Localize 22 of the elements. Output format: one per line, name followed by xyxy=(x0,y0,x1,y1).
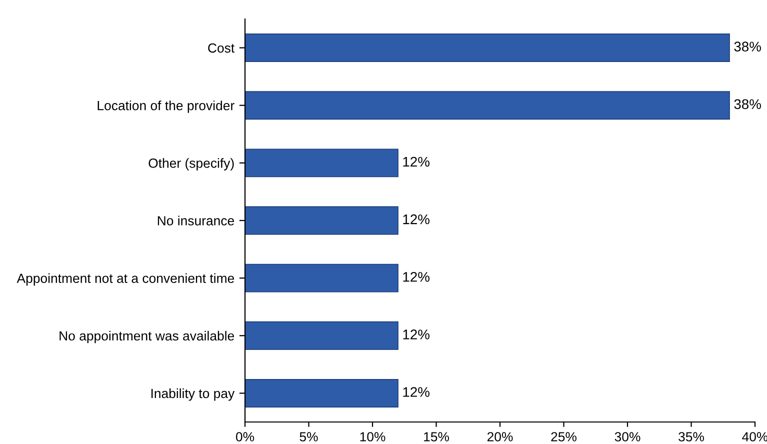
y-tick-label: Appointment not at a convenient time xyxy=(16,273,234,286)
x-tick-label: 20% xyxy=(487,432,513,442)
x-tick-label: 35% xyxy=(678,432,704,442)
y-tick-label: No insurance xyxy=(158,216,234,226)
x-tick-label: 15% xyxy=(424,432,449,442)
data-label: 38% xyxy=(734,99,761,110)
x-tick-label: 0% xyxy=(236,432,254,442)
y-tick-label: Cost xyxy=(208,43,234,53)
x-tick-label: 10% xyxy=(360,432,386,442)
data-label: 12% xyxy=(403,330,430,340)
x-tick-label: 30% xyxy=(614,432,640,442)
y-tick-label: Inability to pay xyxy=(151,388,235,401)
data-label: 12% xyxy=(403,387,430,397)
y-tick-label: No appointment was available xyxy=(60,330,234,344)
data-label: 12% xyxy=(403,156,430,167)
y-tick-label: Other (specify) xyxy=(148,158,234,170)
x-tick-label: 5% xyxy=(300,432,318,442)
data-label: 38% xyxy=(734,42,761,52)
x-tick-label: 25% xyxy=(551,432,576,442)
y-tick-label: Location of the provider xyxy=(98,100,234,113)
data-label: 12% xyxy=(403,272,430,282)
data-label: 12% xyxy=(403,214,430,224)
